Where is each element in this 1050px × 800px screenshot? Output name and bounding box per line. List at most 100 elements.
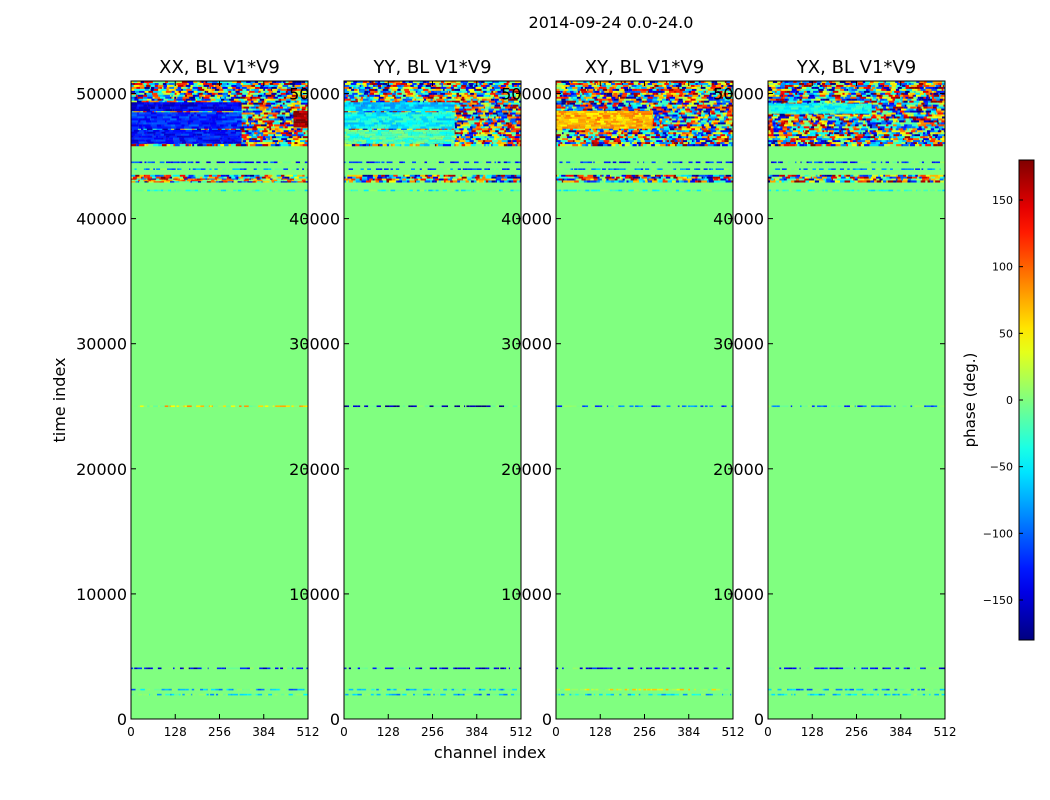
heatmap-cell xyxy=(491,90,494,94)
heatmap-cell xyxy=(209,86,212,90)
heatmap-cell xyxy=(380,102,384,105)
heatmap-cell xyxy=(171,94,174,97)
heatmap-cell xyxy=(239,90,242,94)
heatmap-line-cell xyxy=(165,693,171,696)
heatmap-cell xyxy=(289,122,293,125)
heatmap-cell xyxy=(198,126,204,129)
heatmap-cell xyxy=(444,128,448,131)
heatmap-line-cell xyxy=(236,179,239,182)
heatmap-cell xyxy=(273,138,279,141)
heatmap-cell xyxy=(480,84,486,88)
heatmap-cell xyxy=(278,142,280,145)
heatmap-cell xyxy=(488,124,495,127)
heatmap-cell xyxy=(166,86,170,90)
heatmap-cell xyxy=(495,90,498,94)
heatmap-cell xyxy=(226,100,231,103)
heatmap-cell xyxy=(288,144,292,147)
heatmap-cell xyxy=(468,92,471,95)
heatmap-line-cell xyxy=(214,168,218,170)
heatmap-cell xyxy=(450,90,452,94)
heatmap-cell xyxy=(291,102,297,105)
heatmap-cell xyxy=(386,112,391,115)
heatmap-cell xyxy=(278,134,283,137)
heatmap-cell xyxy=(509,112,516,115)
heatmap-cell xyxy=(287,94,292,97)
heatmap-cell xyxy=(293,113,301,116)
heatmap-cell xyxy=(146,110,153,113)
heatmap-cell xyxy=(478,178,485,181)
heatmap-cell xyxy=(467,81,469,84)
heatmap-cell xyxy=(279,106,284,109)
heatmap-cell xyxy=(214,106,218,110)
heatmap-cell xyxy=(458,110,464,113)
heatmap-cell xyxy=(289,176,292,179)
heatmap-cell xyxy=(134,96,138,99)
heatmap-cell xyxy=(159,174,164,177)
heatmap-cell xyxy=(401,84,404,88)
heatmap-cell xyxy=(463,128,468,131)
heatmap-cell xyxy=(234,129,241,132)
heatmap-cell xyxy=(352,116,361,119)
heatmap-cell xyxy=(376,116,379,119)
heatmap-cell xyxy=(260,82,266,86)
heatmap-line-cell xyxy=(175,168,178,170)
heatmap-cell xyxy=(455,134,460,137)
heatmap-cell xyxy=(238,178,241,181)
heatmap-cell xyxy=(173,129,180,132)
heatmap-cell xyxy=(259,134,261,137)
heatmap-cell xyxy=(257,120,263,123)
heatmap-cell xyxy=(231,106,238,110)
heatmap-cell xyxy=(476,174,478,177)
heatmap-cell xyxy=(446,100,452,103)
heatmap-cell xyxy=(399,174,404,177)
heatmap-cell xyxy=(211,86,213,90)
heatmap-cell xyxy=(219,137,223,140)
heatmap-cell xyxy=(414,180,417,183)
heatmap-line-cell xyxy=(207,179,212,182)
heatmap-line-cell xyxy=(139,161,143,164)
heatmap-cell xyxy=(398,94,404,97)
heatmap-cell xyxy=(383,84,387,88)
heatmap-cell xyxy=(276,132,281,135)
heatmap-cell xyxy=(399,144,402,147)
heatmap-cell xyxy=(206,90,209,94)
heatmap-cell xyxy=(435,86,441,90)
heatmap-cell xyxy=(262,130,268,133)
heatmap-cell xyxy=(422,81,427,84)
heatmap-cell xyxy=(222,86,228,90)
heatmap-cell xyxy=(258,106,263,109)
heatmap-cell xyxy=(426,98,431,101)
heatmap-cell xyxy=(286,134,292,137)
heatmap-cell xyxy=(383,96,386,99)
heatmap-cell xyxy=(512,114,515,117)
heatmap-cell xyxy=(518,106,521,109)
heatmap-cell xyxy=(301,123,305,126)
heatmap-cell xyxy=(161,178,164,181)
heatmap-cell xyxy=(377,81,381,84)
heatmap-cell xyxy=(225,84,229,88)
heatmap-cell xyxy=(394,118,403,121)
heatmap-cell xyxy=(372,86,377,90)
heatmap-cell xyxy=(433,174,437,177)
heatmap-line-cell xyxy=(204,189,206,192)
heatmap-cell xyxy=(285,116,292,119)
heatmap-cell xyxy=(475,144,480,147)
heatmap-cell xyxy=(252,126,257,129)
heatmap-cell xyxy=(239,118,242,121)
heatmap-line-cell xyxy=(190,667,194,670)
heatmap-cell xyxy=(147,178,151,181)
heatmap-cell xyxy=(509,86,515,90)
heatmap-cell xyxy=(422,88,429,92)
heatmap-cell xyxy=(511,106,517,109)
heatmap-cell xyxy=(187,176,192,179)
heatmap-cell xyxy=(353,180,356,183)
heatmap-cell xyxy=(282,84,289,88)
heatmap-cell xyxy=(248,130,252,133)
heatmap-cell xyxy=(424,92,429,95)
heatmap-cell xyxy=(355,106,360,110)
heatmap-cell xyxy=(431,112,439,115)
heatmap-cell xyxy=(253,100,259,103)
heatmap-cell xyxy=(508,102,512,105)
heatmap-cell xyxy=(505,128,510,131)
heatmap-cell xyxy=(215,118,223,121)
